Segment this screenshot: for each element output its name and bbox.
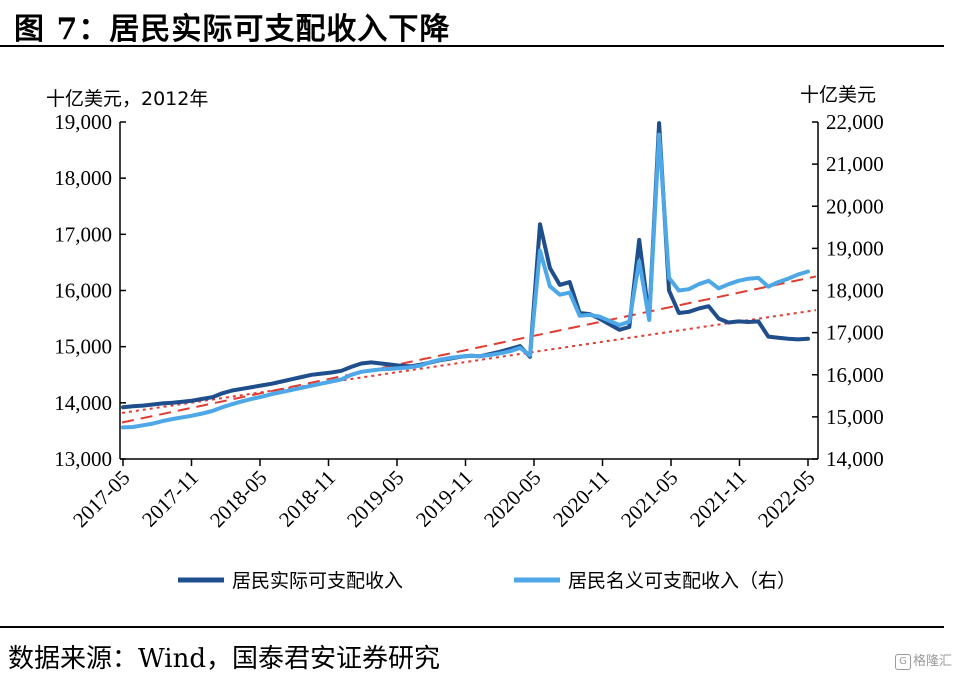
- figure-title: 图 7：居民实际可支配收入下降: [14, 12, 451, 47]
- source-note: 数据来源：Wind，国泰君安证券研究: [8, 644, 440, 674]
- series-lines: [121, 121, 810, 430]
- right-tick-label: 14,000: [826, 447, 884, 471]
- x-tick-label: 2020-05: [479, 466, 545, 532]
- left-tick-label: 13,000: [54, 447, 112, 471]
- x-tick-label: 2019-05: [342, 466, 408, 532]
- x-tick-label: 2017-05: [68, 466, 134, 532]
- income-chart: 十亿美元，2012年 十亿美元 13,000 14,000 15,000 16,000…: [46, 84, 884, 592]
- x-tick-label: 2021-05: [616, 466, 682, 532]
- right-tick-label: 21,000: [826, 152, 884, 176]
- bottom-rule: [0, 626, 944, 628]
- right-axis-unit: 十亿美元: [800, 84, 876, 106]
- x-tick-label: 2020-11: [548, 466, 614, 532]
- trend-line-dotted: [121, 309, 817, 414]
- right-tick-label: 20,000: [826, 194, 884, 218]
- left-tick-label: 14,000: [54, 391, 112, 415]
- x-tick-label: 2022-05: [753, 466, 819, 532]
- left-axis: 13,000 14,000 15,000 16,000 17,000 18,000 19,0…: [54, 110, 126, 471]
- right-tick-label: 16,000: [826, 363, 884, 387]
- left-tick-label: 19,000: [54, 110, 112, 134]
- series-real-income: [121, 121, 810, 410]
- x-tick-label: 2018-11: [274, 466, 340, 532]
- x-tick-label: 2019-11: [411, 466, 477, 532]
- x-tick-label: 2017-11: [137, 466, 203, 532]
- legend-label-nominal: 居民名义可支配收入（右）: [568, 570, 796, 592]
- legend: 居民实际可支配收入 居民名义可支配收入（右）: [178, 570, 796, 592]
- watermark-logo-icon: G: [894, 653, 911, 670]
- left-tick-label: 16,000: [54, 279, 112, 303]
- right-axis: 14,000 15,000 16,000 17,000 18,000 19,000 20,0…: [812, 110, 884, 471]
- left-tick-label: 18,000: [54, 166, 112, 190]
- legend-label-real: 居民实际可支配收入: [232, 570, 403, 592]
- x-tick-label: 2021-11: [685, 466, 751, 532]
- x-tick-label: 2018-05: [205, 466, 271, 532]
- trend-line-dashed: [121, 275, 817, 424]
- left-tick-label: 15,000: [54, 335, 112, 359]
- right-tick-label: 15,000: [826, 405, 884, 429]
- x-axis: 2017-05 2017-11 2018-05 2018-11 2019-05 2019-…: [68, 459, 820, 532]
- series-nominal-income: [121, 132, 810, 430]
- watermark-text: 格隆汇: [912, 654, 952, 669]
- left-tick-label: 17,000: [54, 222, 112, 246]
- right-tick-label: 18,000: [826, 279, 884, 303]
- right-tick-label: 22,000: [826, 110, 884, 134]
- right-tick-label: 19,000: [826, 236, 884, 260]
- left-axis-unit: 十亿美元，2012年: [46, 88, 208, 110]
- trend-lines: [121, 275, 817, 424]
- watermark: G 格隆汇: [894, 650, 952, 670]
- right-tick-label: 17,000: [826, 321, 884, 345]
- top-rule: [0, 45, 944, 47]
